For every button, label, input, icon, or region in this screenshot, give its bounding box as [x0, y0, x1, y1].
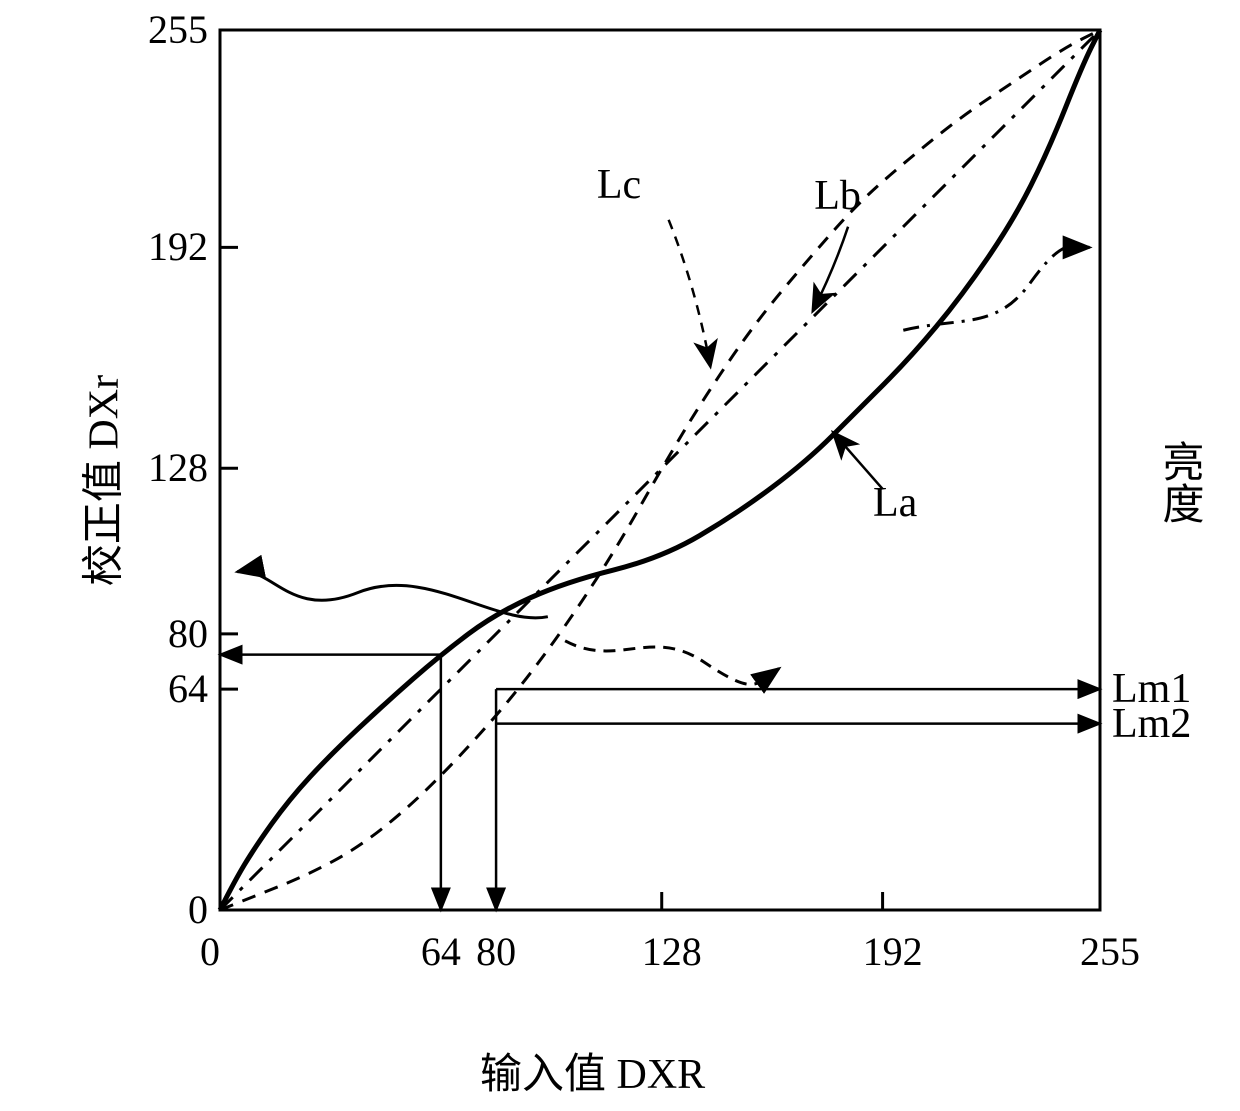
chart-container: 校正值 DXr 亮度 输入值 DXR 0 64 80 128 192 255 0 64 80 1… — [0, 0, 1240, 1111]
curve-label-lc: Lc — [597, 161, 641, 209]
curve-label-la: La — [873, 479, 917, 527]
x-tick-label: 80 — [476, 928, 516, 975]
y-tick-label: 0 — [188, 886, 208, 933]
x-tick-label: 64 — [421, 928, 461, 975]
x-axis-label: 输入值 DXR — [480, 1040, 705, 1101]
x-tick-label: 0 — [200, 928, 220, 975]
curve-label-lb: Lb — [814, 172, 861, 220]
x-tick-label: 192 — [863, 928, 923, 975]
y-axis-left-label: 校正值 DXr — [70, 331, 131, 631]
y-tick-label: 128 — [148, 444, 208, 491]
y-tick-label: 80 — [168, 610, 208, 657]
y-tick-label: 255 — [148, 6, 208, 53]
x-tick-label: 255 — [1080, 928, 1140, 975]
y-tick-label: 64 — [168, 665, 208, 712]
y-tick-label: 192 — [148, 223, 208, 270]
lm2-label: Lm2 — [1112, 700, 1191, 748]
x-tick-label: 128 — [642, 928, 702, 975]
y-axis-right-label: 亮度 — [1149, 440, 1210, 524]
